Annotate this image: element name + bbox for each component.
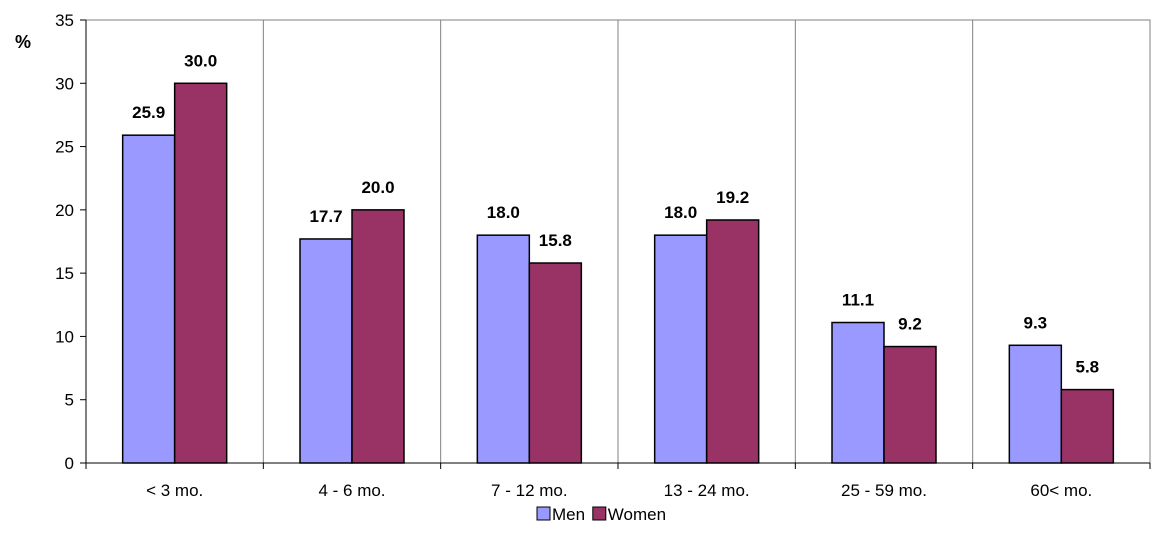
x-tick-label: < 3 mo. [146, 481, 203, 500]
bar [1008, 344, 1063, 464]
bar [299, 238, 353, 464]
data-label: 11.1 [842, 291, 874, 310]
bars [121, 82, 1115, 464]
bar [528, 262, 583, 464]
data-label: 5.8 [1076, 358, 1100, 377]
x-tick-label: 7 - 12 mo. [491, 481, 568, 500]
data-label: 20.0 [361, 178, 394, 197]
data-label: 25.9 [132, 103, 165, 122]
data-label: 9.3 [1024, 313, 1048, 332]
bar [1060, 388, 1115, 464]
grid [85, 19, 1151, 464]
data-label: 18.0 [664, 203, 697, 222]
bar [476, 234, 531, 464]
labels: 25.9 17.7 18.0 18.0 11.1 9.3 30.0 20.0 15.8 19.2 9… [132, 51, 1099, 376]
bar [883, 345, 937, 464]
y-tick-label: 10 [55, 327, 74, 346]
y-tick-label: 25 [55, 138, 74, 157]
legend-swatch [536, 506, 551, 521]
x-tick-label: 13 - 24 mo. [664, 481, 750, 500]
bar [705, 219, 760, 464]
data-label: 19.2 [716, 188, 749, 207]
data-label: 18.0 [487, 203, 520, 222]
bar [173, 82, 228, 464]
y-axis-unit-label: % [15, 32, 31, 52]
legend: Men Women [536, 505, 666, 524]
bar [121, 134, 176, 464]
x-tick-label: 60< mo. [1030, 481, 1092, 500]
bar [653, 234, 708, 464]
legend-label: Women [608, 505, 666, 524]
bar [831, 321, 885, 464]
legend-swatch [592, 506, 607, 521]
data-label: 15.8 [539, 231, 572, 250]
x-tick-label: 25 - 59 mo. [841, 481, 927, 500]
y-tick-label: 0 [65, 454, 74, 473]
y-tick-label: 20 [55, 201, 74, 220]
data-label: 30.0 [184, 51, 217, 70]
legend-label: Men [552, 505, 585, 524]
y-tick-label: 5 [65, 391, 74, 410]
data-label: 17.7 [309, 207, 342, 226]
y-tick-label: 35 [55, 11, 74, 30]
axes: 0 5 10 15 20 25 30 35 < 3 mo. 4 - 6 mo. 7 - 12 mo.… [55, 11, 1151, 500]
y-tick-label: 15 [55, 264, 74, 283]
data-label: 9.2 [898, 315, 922, 334]
y-tick-label: 30 [55, 74, 74, 93]
bar [351, 209, 405, 464]
x-tick-label: 4 - 6 mo. [318, 481, 385, 500]
